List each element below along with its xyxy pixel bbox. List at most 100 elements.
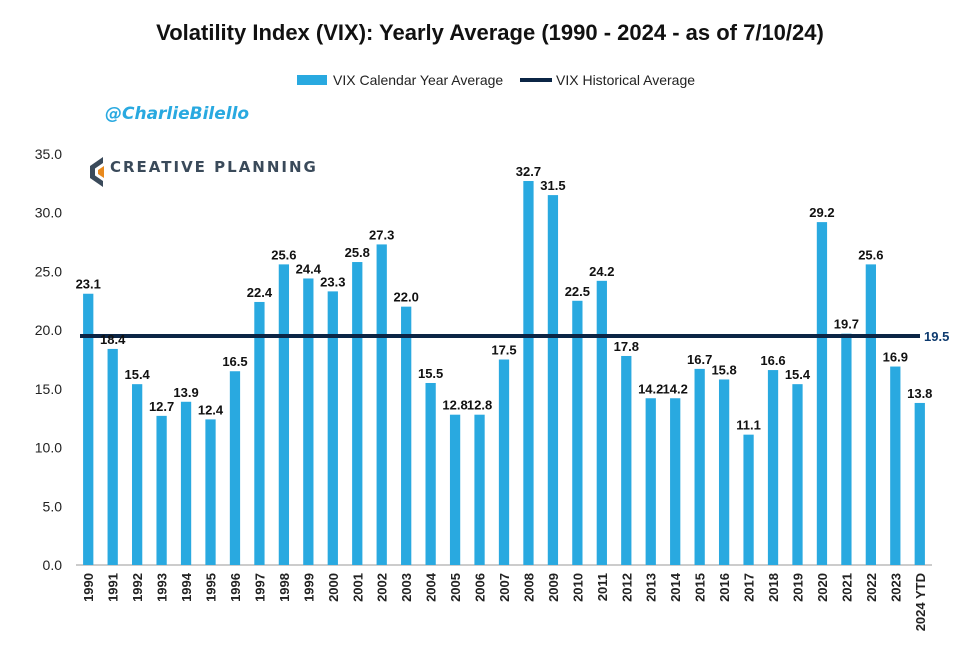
bar [572,300,583,565]
bar [132,384,143,565]
x-tick-label: 2002 [375,573,390,602]
data-label: 15.8 [711,362,736,377]
bar [254,301,265,565]
legend-label-average: VIX Historical Average [556,72,695,88]
x-tick-label: 2015 [693,573,708,602]
bar [107,348,118,565]
bar [278,264,290,565]
y-tick-label: 10.0 [35,440,62,456]
data-label: 25.8 [345,245,370,260]
x-tick-label: 1991 [106,573,121,602]
bar [352,262,363,565]
bar [303,278,314,565]
data-label: 12.8 [467,398,492,413]
bar [743,434,754,565]
data-label: 15.4 [124,367,150,382]
x-tick-label: 2023 [888,573,903,602]
data-label: 12.7 [149,399,174,414]
bar [83,293,94,565]
historical-average-line: 19.5 [80,329,949,344]
bar [425,382,436,565]
x-tick-label: 2021 [839,573,854,602]
y-tick-label: 15.0 [35,381,62,397]
x-axis-labels: 1990 1991 1992 1993 1994 1995 1996 1997 1998 1999… [81,572,928,631]
bar [645,398,656,565]
legend-swatch-bars [297,75,327,85]
bars [83,181,925,566]
bar [596,280,607,565]
author-handle: @CharlieBilello [105,104,249,124]
bar [694,368,705,565]
bar [621,355,632,565]
data-label: 17.8 [614,339,639,354]
x-tick-label: 2014 [668,572,683,602]
bar [670,398,681,565]
data-label: 23.3 [320,274,345,289]
data-label: 22.0 [394,290,419,305]
x-tick-label: 2019 [790,573,805,602]
x-tick-label: 2022 [864,573,879,602]
average-line-label: 19.5 [924,329,949,344]
data-label: 29.2 [809,205,834,220]
data-label: 18.4 [100,332,126,347]
data-label: 19.7 [834,317,859,332]
bar [205,419,216,565]
x-tick-label: 2016 [717,573,732,602]
data-label: 24.2 [589,264,614,279]
x-tick-label: 1992 [130,573,145,602]
x-tick-label: 1999 [301,573,316,602]
x-tick-label: 2006 [473,573,488,602]
bar [401,306,412,565]
x-tick-label: 1997 [252,573,267,602]
x-tick-label: 2013 [644,573,659,602]
data-label: 17.5 [491,343,516,358]
data-label: 13.8 [907,386,932,401]
bar [376,244,387,566]
bar [229,371,241,565]
bar [792,384,803,565]
x-tick-label: 1995 [204,573,219,602]
data-label: 16.6 [760,353,785,368]
bar [180,401,192,565]
data-label: 31.5 [540,178,565,193]
data-labels: 23.118.415.412.713.912.416.522.425.624.4… [76,164,933,433]
x-tick-label: 2001 [350,573,365,602]
x-tick-label: 2008 [521,573,536,602]
x-tick-label: 1993 [155,573,170,602]
data-label: 12.8 [442,398,467,413]
bar [816,222,828,565]
bar [547,195,559,565]
data-label: 14.2 [663,381,688,396]
x-tick-label: 2011 [595,573,610,601]
data-label: 12.4 [198,402,224,417]
bar [327,291,338,565]
data-label: 15.5 [418,366,443,381]
chart-title: Volatility Index (VIX): Yearly Average (… [156,20,824,45]
y-tick-label: 20.0 [35,322,62,338]
x-tick-label: 2012 [619,573,634,602]
data-label: 14.2 [638,381,663,396]
legend: VIX Calendar Year Average VIX Historical… [297,72,695,88]
bar [865,264,876,565]
x-tick-label: 2017 [742,573,757,602]
x-tick-label: 2000 [326,573,341,602]
data-label: 15.4 [785,367,811,382]
brand-name: CREATIVE PLANNING [110,158,318,176]
x-tick-label: 2024 YTD [913,573,928,631]
y-tick-label: 25.0 [35,263,62,279]
x-tick-label: 2020 [815,573,830,602]
data-label: 13.9 [173,385,198,400]
bar [523,181,534,565]
y-tick-label: 30.0 [35,205,62,221]
data-label: 27.3 [369,227,394,242]
x-tick-label: 2005 [448,573,463,602]
x-tick-label: 1990 [81,573,96,602]
x-tick-label: 2009 [546,573,561,602]
data-label: 25.6 [271,247,296,262]
x-tick-label: 1996 [228,573,243,602]
y-axis: 0.0 5.0 10.0 15.0 20.0 25.0 30.0 35.0 [35,146,62,573]
bar [474,414,485,565]
bar [449,414,461,565]
legend-label-bars: VIX Calendar Year Average [333,72,503,88]
